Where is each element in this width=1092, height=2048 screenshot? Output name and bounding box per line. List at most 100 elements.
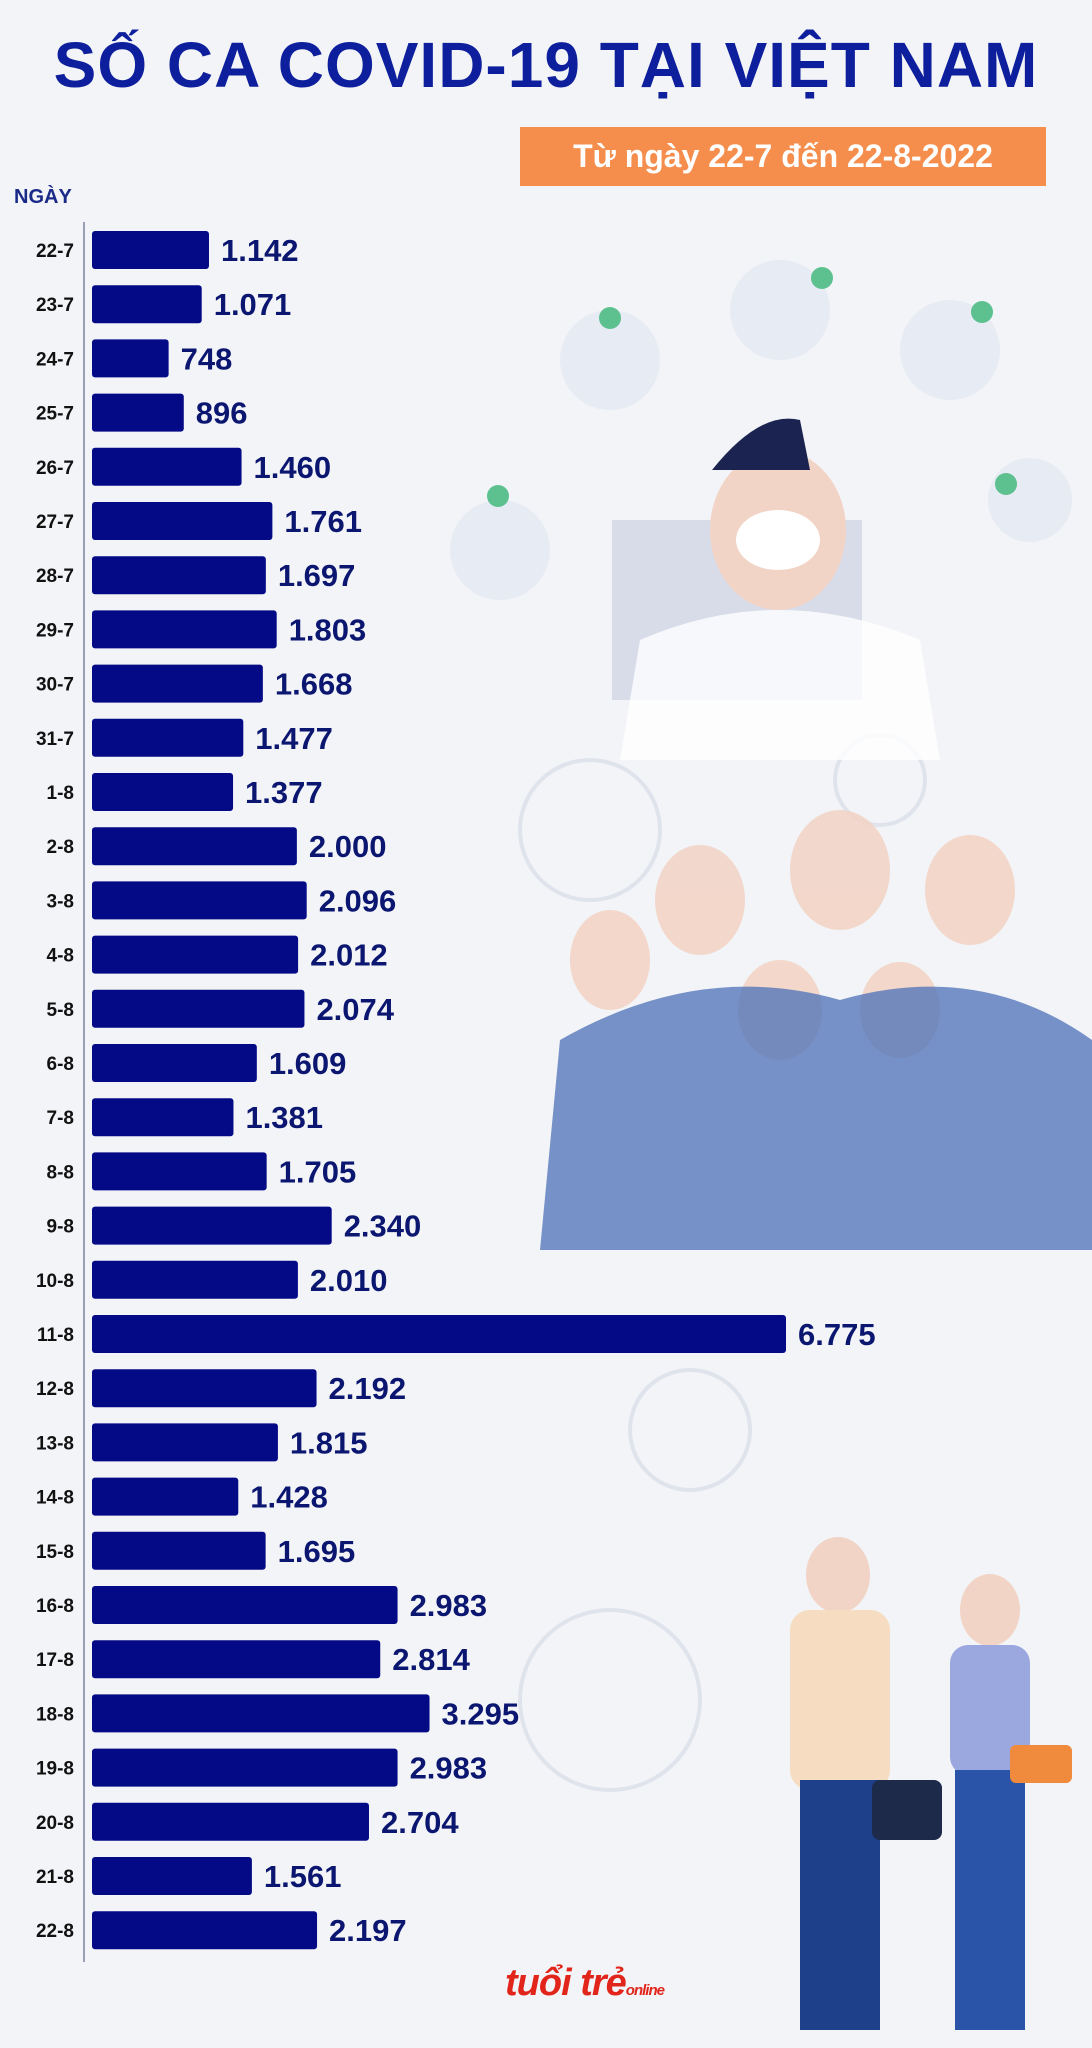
bar-value-label: 896: [196, 396, 248, 431]
category-tick-label: 28-7: [36, 566, 74, 587]
category-tick-label: 26-7: [36, 458, 74, 479]
bar: [92, 1857, 252, 1895]
walking-people: [790, 1537, 1072, 2030]
bar: [92, 989, 305, 1028]
category-tick-label: 5-8: [47, 1000, 74, 1021]
category-tick-label: 6-8: [47, 1054, 74, 1075]
y-axis-label: NGÀY: [14, 186, 72, 208]
category-tick-label: 15-8: [36, 1542, 74, 1563]
bar: [92, 1586, 398, 1624]
bar: [92, 773, 234, 811]
category-tick-label: 10-8: [36, 1271, 74, 1292]
bar: [92, 393, 184, 432]
bar-value-label: 1.803: [289, 612, 367, 647]
category-tick-label: 11-8: [37, 1325, 74, 1346]
bar-value-label: 1.460: [254, 450, 332, 485]
bar-value-label: 1.815: [290, 1425, 368, 1460]
logo-main-text: tuổi trẻ: [505, 1962, 627, 2004]
category-tick-label: 13-8: [36, 1433, 74, 1454]
category-tick-label: 17-8: [36, 1650, 74, 1671]
category-tick-label: 3-8: [47, 891, 74, 912]
bar-value-label: 1.695: [278, 1534, 356, 1569]
bar-value-label: 2.192: [329, 1371, 407, 1406]
bar: [92, 1206, 332, 1245]
bar-value-label: 6.775: [798, 1317, 876, 1352]
bar-value-label: 2.814: [392, 1642, 470, 1677]
bar: [92, 1098, 234, 1137]
bar: [92, 231, 209, 269]
chart-title: SỐ CA COVID-19 TẠI VIỆT NAM: [53, 29, 1039, 101]
category-tick-label: 9-8: [47, 1217, 74, 1238]
bar: [92, 1044, 257, 1082]
crowd-figures: [540, 810, 1092, 1250]
bar: [92, 502, 273, 540]
bar: [92, 1369, 317, 1408]
bar-value-label: 2.012: [310, 938, 388, 973]
bar-value-label: 2.010: [310, 1263, 388, 1298]
bar: [92, 339, 169, 378]
bar-value-label: 1.377: [245, 775, 323, 810]
bar: [92, 1423, 278, 1462]
bar: [92, 1748, 398, 1787]
bar-value-label: 1.477: [255, 721, 333, 756]
bar-value-label: 3.295: [442, 1696, 520, 1731]
bar-value-label: 1.428: [250, 1480, 328, 1515]
bar-value-label: 2.074: [316, 992, 394, 1027]
bar-value-label: 2.983: [410, 1751, 488, 1786]
bar: [92, 881, 307, 920]
bar: [92, 610, 277, 649]
bar: [92, 1531, 266, 1570]
bar-value-label: 2.096: [319, 883, 397, 918]
category-tick-label: 22-7: [36, 241, 74, 262]
category-tick-label: 22-8: [36, 1921, 74, 1942]
category-tick-label: 18-8: [36, 1704, 74, 1725]
bar-value-label: 2.704: [381, 1805, 459, 1840]
bar-value-label: 1.071: [214, 287, 292, 322]
bar: [92, 1477, 239, 1516]
category-tick-label: 31-7: [36, 729, 74, 750]
bar-value-label: 2.000: [309, 829, 387, 864]
health-icons-group: [450, 260, 1072, 600]
bar: [92, 285, 202, 324]
bar: [92, 718, 244, 757]
chart-subtitle: Từ ngày 22-7 đến 22-8-2022: [520, 127, 1046, 186]
category-tick-label: 29-7: [36, 620, 74, 641]
virus-decoration-group: [518, 733, 927, 1792]
bar-value-label: 1.697: [278, 558, 356, 593]
bar-value-label: 1.142: [221, 233, 299, 268]
bar-value-label: 1.561: [264, 1859, 342, 1894]
bar: [92, 447, 242, 486]
bar-value-label: 1.705: [279, 1154, 357, 1189]
bar-value-label: 2.340: [344, 1209, 422, 1244]
category-tick-label: 2-8: [47, 837, 74, 858]
bar-value-label: 1.761: [284, 504, 362, 539]
bar: [92, 1911, 318, 1950]
bar: [92, 1640, 381, 1679]
category-tick-label: 30-7: [36, 675, 74, 696]
category-tick-label: 12-8: [36, 1379, 74, 1400]
bar: [92, 664, 263, 703]
bar: [92, 1260, 298, 1299]
bar: [92, 556, 266, 595]
bar-value-label: 1.609: [269, 1046, 347, 1081]
logo-sub-text: online: [625, 1982, 665, 1999]
bar-value-label: 2.197: [329, 1913, 407, 1948]
category-tick-label: 16-8: [36, 1596, 74, 1617]
category-tick-label: 14-8: [36, 1488, 74, 1509]
bar: [92, 1152, 267, 1191]
category-tick-label: 21-8: [36, 1867, 74, 1888]
category-tick-label: 7-8: [47, 1108, 74, 1129]
category-tick-label: 27-7: [36, 512, 74, 533]
bar: [92, 1802, 369, 1841]
category-tick-label: 8-8: [47, 1162, 74, 1183]
bar-value-label: 1.381: [245, 1100, 323, 1135]
bar: [92, 1315, 786, 1353]
bar-value-label: 2.983: [410, 1588, 488, 1623]
category-tick-label: 19-8: [36, 1759, 74, 1780]
tuoitre-logo: tuổi trẻonline: [505, 1962, 665, 2005]
bar: [92, 827, 297, 866]
bar: [92, 935, 299, 974]
doctor-figure: [612, 418, 940, 760]
